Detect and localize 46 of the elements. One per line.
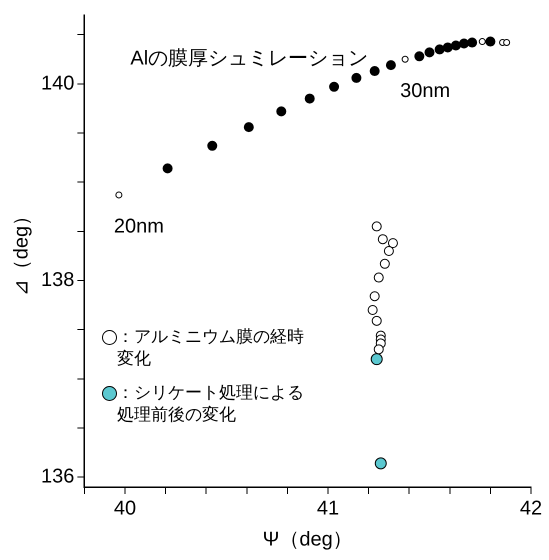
point	[467, 38, 478, 48]
point	[374, 457, 387, 470]
x-tick-label: 41	[316, 498, 340, 520]
x-axis-title: Ψ（deg）	[262, 528, 353, 551]
x-tick-label: 40	[114, 498, 136, 520]
legend-label: ：シリケート処理による処理前後の変化	[117, 382, 305, 426]
y-tick-label: 136	[40, 466, 74, 488]
point	[386, 60, 396, 70]
legend-label: ：アルミニウム膜の経時変化	[117, 326, 305, 370]
point	[372, 221, 382, 232]
y-tick-label: 140	[40, 72, 74, 94]
point	[450, 40, 461, 50]
point	[434, 44, 445, 54]
point	[374, 344, 384, 354]
point	[442, 42, 453, 52]
point	[503, 39, 510, 46]
point	[368, 305, 378, 315]
x-tick-label: 42	[520, 498, 542, 520]
point	[384, 246, 394, 256]
annotation: 20nm	[114, 215, 164, 238]
point	[378, 234, 388, 244]
y-tick-label: 138	[40, 269, 74, 292]
point	[370, 66, 380, 76]
point	[485, 36, 496, 47]
y-axis-title: ⊿（deg）	[10, 206, 33, 296]
point	[162, 163, 173, 174]
point	[370, 291, 380, 302]
point	[459, 38, 470, 49]
point	[424, 47, 434, 58]
point	[372, 316, 382, 326]
point	[388, 238, 398, 248]
point	[207, 140, 218, 151]
point	[478, 38, 486, 46]
point	[329, 82, 340, 92]
point	[380, 258, 390, 269]
point	[244, 122, 254, 132]
annotation: 30nm	[400, 80, 450, 102]
point	[370, 353, 383, 366]
point	[276, 106, 286, 116]
point	[351, 72, 362, 83]
point	[414, 51, 424, 62]
point	[304, 94, 315, 104]
annotation: Alの膜厚シュミレーション	[130, 48, 368, 70]
point	[374, 272, 384, 283]
point	[402, 56, 409, 63]
point	[115, 191, 122, 198]
